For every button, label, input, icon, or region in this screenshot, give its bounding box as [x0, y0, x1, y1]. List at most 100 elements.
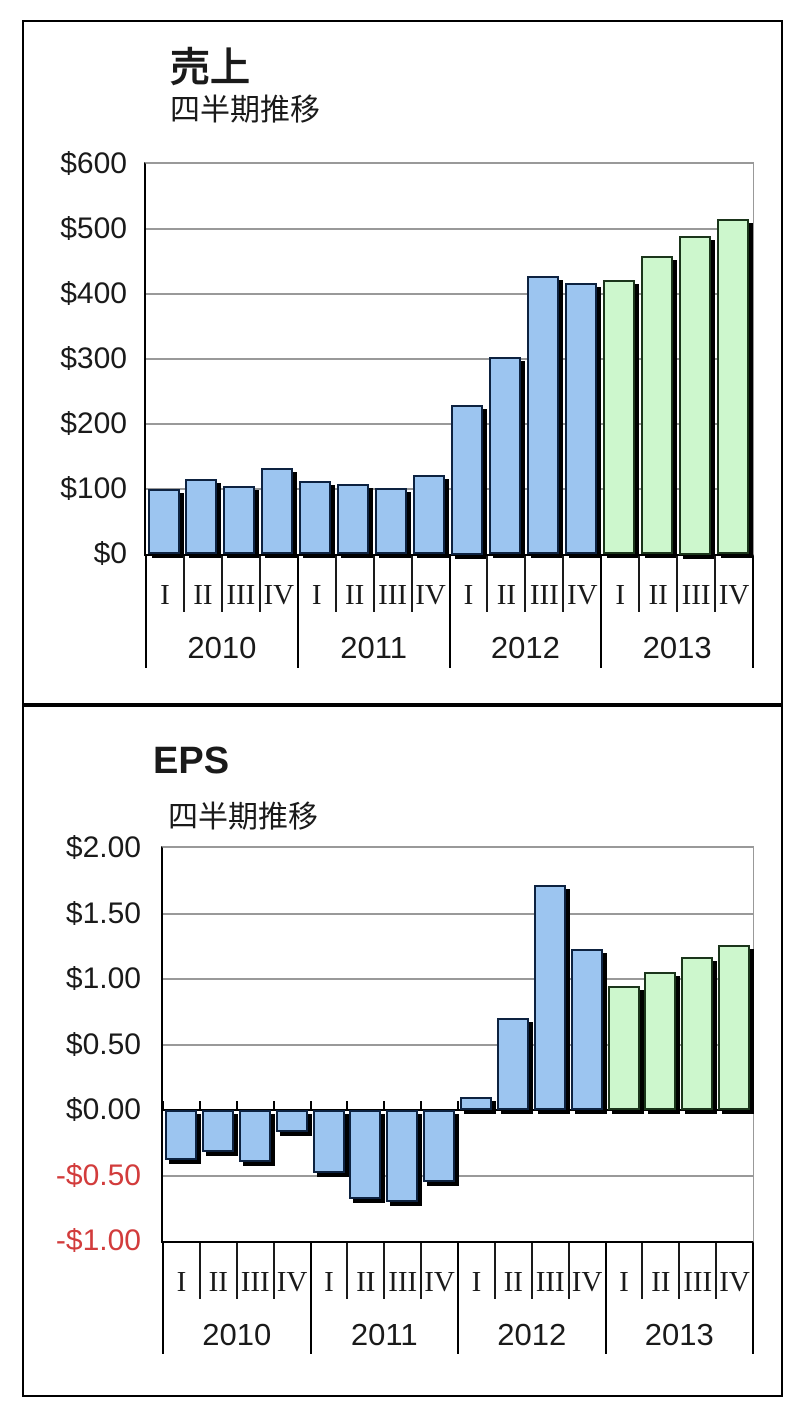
- y-tick-label-$0.50: $0.50: [65, 1028, 141, 1061]
- bar-2013-I: [607, 986, 640, 1110]
- quarter-label-IV: IV: [566, 579, 598, 611]
- quarter-label-I: I: [176, 1266, 187, 1298]
- quarter-label-IV: IV: [719, 1266, 750, 1298]
- quarter-tick: [420, 1243, 422, 1299]
- y-tick-label-$400: $400: [60, 277, 127, 310]
- eps-plot-area: [161, 846, 754, 1243]
- quarter-label-IV: IV: [415, 579, 446, 611]
- quarter-label-II: II: [648, 579, 668, 611]
- year-label-2010: 2010: [202, 1317, 272, 1352]
- quarter-label-III: III: [529, 579, 559, 611]
- quarter-label-IV: IV: [424, 1266, 455, 1298]
- quarter-tick: [676, 556, 678, 612]
- bar-2013-II: [644, 972, 677, 1110]
- y-tick-label-$0.00: $0.00: [65, 1093, 141, 1126]
- gridline-$0.50: [163, 1043, 753, 1046]
- bar-2010-II: [201, 1110, 234, 1152]
- gridline-$1.50: [163, 912, 753, 915]
- y-tick-label-$2.00: $2.00: [65, 831, 141, 864]
- sales-chart-subtitle: 四半期推移: [170, 94, 320, 127]
- bar-2012-IV: [564, 283, 597, 554]
- zero-axis-tick: [199, 1101, 201, 1110]
- quarter-label-II: II: [651, 1266, 671, 1298]
- quarter-label-IV: IV: [276, 1266, 308, 1298]
- year-label-2011: 2011: [340, 630, 407, 665]
- bar-2012-III: [526, 276, 559, 554]
- year-separator-line: [310, 1243, 312, 1354]
- quarter-tick: [199, 1243, 201, 1299]
- bar-2011-IV: [423, 1110, 456, 1182]
- zero-axis-tick: [678, 1101, 680, 1110]
- zero-axis-tick: [568, 1101, 570, 1110]
- y-tick-label-$0: $0: [93, 537, 127, 570]
- bar-2012-I: [460, 1097, 492, 1110]
- year-label-2012: 2012: [497, 1317, 567, 1352]
- zero-axis-tick: [752, 1101, 754, 1110]
- quarter-tick: [524, 556, 526, 612]
- bar-2011-IV: [413, 475, 446, 554]
- bar-2011-III: [386, 1110, 419, 1202]
- y-tick-label--$1.00: -$1.00: [55, 1224, 141, 1257]
- quarter-label-II: II: [496, 579, 517, 611]
- bar-2013-III: [678, 236, 711, 555]
- gridline-$400: [146, 293, 753, 295]
- quarter-tick: [183, 556, 185, 612]
- quarter-label-I: I: [324, 1266, 334, 1298]
- quarter-label-III: III: [535, 1266, 565, 1298]
- bar-2010-IV: [261, 468, 294, 554]
- year-separator-line: [162, 1243, 164, 1354]
- year-label-2012: 2012: [490, 630, 560, 665]
- sales-y-axis-labels: $600 $500 $400 $300 $200 $100 $0: [24, 22, 127, 703]
- quarter-label-IV: IV: [718, 579, 750, 611]
- zero-axis-tick: [236, 1101, 238, 1110]
- bar-2012-II: [488, 357, 521, 554]
- year-separator-line: [297, 556, 299, 668]
- year-label-2013: 2013: [644, 1317, 714, 1352]
- year-label-2013: 2013: [642, 630, 712, 665]
- quarter-label-III: III: [240, 1266, 270, 1298]
- bar-2010-II: [185, 479, 218, 554]
- zero-axis-tick: [531, 1101, 533, 1110]
- quarter-label-III: III: [226, 579, 256, 611]
- zero-axis-tick: [310, 1101, 312, 1110]
- y-tick-label-$100: $100: [60, 472, 127, 505]
- bar-2010-III: [223, 486, 256, 554]
- y-tick-label--$0.50: -$0.50: [55, 1159, 141, 1192]
- zero-axis-tick: [457, 1101, 459, 1110]
- zero-axis-tick: [162, 1101, 164, 1110]
- bar-2012-III: [533, 885, 566, 1110]
- quarter-label-I: I: [619, 1266, 629, 1298]
- gridline-$300: [146, 358, 753, 360]
- quarter-label-I: I: [311, 579, 322, 611]
- y-tick-label-$300: $300: [60, 342, 127, 375]
- quarter-tick: [562, 556, 564, 612]
- eps-y-axis-labels: $2.00 $1.50 $1.00 $0.50 $0.00 -$0.50 -$1.00: [24, 707, 141, 1395]
- bar-2013-III: [681, 957, 714, 1110]
- bar-2012-II: [496, 1018, 529, 1110]
- bar-2011-I: [299, 481, 332, 554]
- y-tick-label-$500: $500: [60, 212, 127, 245]
- sales-chart-title: 売上: [170, 46, 250, 90]
- bar-2013-I: [602, 280, 635, 554]
- y-tick-label-$1.50: $1.50: [65, 897, 141, 930]
- zero-axis-tick: [346, 1101, 348, 1110]
- year-separator-line: [145, 556, 147, 668]
- bar-2013-IV: [718, 945, 751, 1110]
- sales-chart-panel: 売上 四半期推移 $600 $500 $400 $300 $200 $100 $0 I II I…: [22, 20, 783, 705]
- gridline-$500: [146, 228, 753, 230]
- quarter-tick: [259, 556, 261, 612]
- gridline-$1.00: [163, 978, 753, 980]
- zero-axis-tick: [420, 1101, 422, 1110]
- quarter-tick: [531, 1243, 533, 1299]
- year-separator-line: [605, 1243, 607, 1354]
- bar-2010-III: [238, 1110, 271, 1162]
- quarter-tick: [411, 556, 413, 612]
- quarter-label-I: I: [463, 579, 474, 611]
- y-tick-label-$1.00: $1.00: [65, 962, 141, 995]
- quarter-label-II: II: [503, 1266, 523, 1298]
- bar-2012-I: [451, 405, 483, 555]
- quarter-tick: [678, 1243, 680, 1299]
- bar-2010-I: [165, 1110, 197, 1160]
- zero-axis-tick: [715, 1101, 717, 1110]
